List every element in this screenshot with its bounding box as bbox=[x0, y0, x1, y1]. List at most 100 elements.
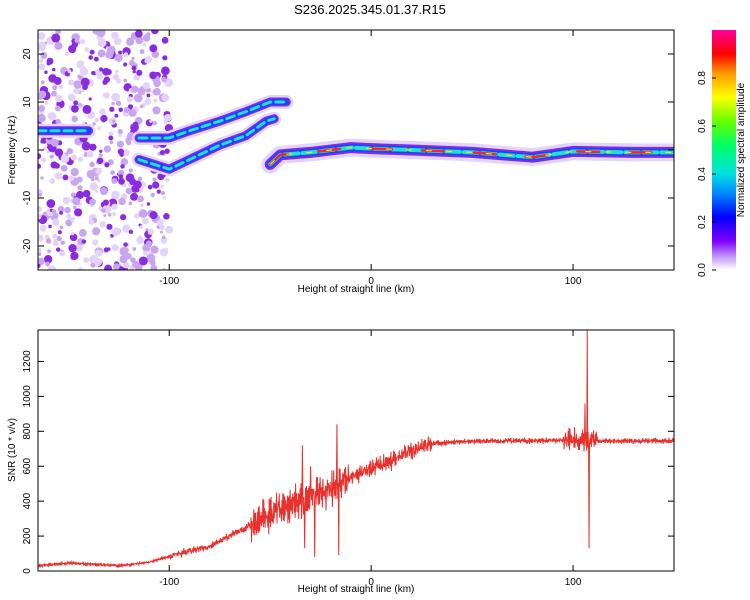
noise-speckle bbox=[93, 257, 103, 267]
noise-speckle bbox=[83, 257, 90, 264]
noise-speckle bbox=[86, 151, 94, 158]
noise-speckle bbox=[138, 235, 142, 239]
noise-speckle bbox=[43, 255, 53, 264]
noise-speckle bbox=[68, 243, 77, 253]
noise-speckle bbox=[131, 85, 139, 93]
noise-speckle bbox=[161, 36, 169, 44]
noise-speckle bbox=[74, 208, 83, 217]
x-tick-label: 100 bbox=[565, 577, 582, 588]
noise-speckle bbox=[90, 177, 95, 182]
noise-speckle bbox=[122, 149, 130, 157]
x-tick-label: -100 bbox=[159, 577, 179, 588]
noise-speckle bbox=[123, 242, 128, 247]
noise-speckle bbox=[57, 205, 65, 213]
noise-speckle bbox=[112, 263, 120, 270]
noise-speckle bbox=[68, 79, 75, 86]
noise-speckle bbox=[78, 267, 83, 270]
noise-speckle bbox=[50, 138, 59, 147]
noise-speckle bbox=[162, 55, 168, 61]
colorbar-tick-label: 0.0 bbox=[697, 263, 708, 277]
noise-speckle bbox=[160, 236, 168, 244]
noise-speckle bbox=[107, 213, 112, 217]
noise-speckle bbox=[132, 70, 136, 74]
colorbar-tick-label: 0.8 bbox=[697, 71, 708, 85]
noise-speckle bbox=[144, 98, 152, 106]
noise-speckle bbox=[118, 178, 125, 185]
noise-speckle bbox=[46, 150, 50, 154]
noise-speckle bbox=[133, 180, 142, 189]
noise-speckle bbox=[38, 247, 42, 253]
noise-speckle bbox=[142, 82, 150, 90]
snr-frame bbox=[37, 329, 675, 572]
noise-speckle bbox=[50, 161, 58, 169]
noise-speckle bbox=[139, 225, 143, 229]
noise-speckle bbox=[89, 198, 96, 206]
noise-speckle bbox=[59, 210, 63, 215]
colorbar-tick-label: 0.6 bbox=[697, 119, 708, 133]
noise-speckle bbox=[89, 161, 95, 168]
noise-speckle bbox=[128, 201, 133, 206]
noise-speckle bbox=[156, 189, 161, 194]
noise-speckle bbox=[55, 94, 63, 103]
noise-speckle bbox=[49, 154, 54, 159]
colorbar-tick-label: 0.4 bbox=[697, 167, 708, 181]
noise-speckle bbox=[94, 189, 99, 193]
noise-speckle bbox=[147, 228, 154, 235]
noise-speckle bbox=[54, 172, 62, 180]
spectrogram-ylabel: Frequency (Hz) bbox=[7, 116, 18, 185]
x-tick-label: 0 bbox=[368, 276, 374, 287]
noise-speckle bbox=[84, 47, 90, 52]
y-tick-label: 400 bbox=[22, 492, 33, 509]
noise-speckle bbox=[107, 247, 111, 251]
noise-speckle bbox=[97, 38, 107, 48]
noise-speckle bbox=[128, 168, 133, 173]
noise-speckle bbox=[38, 58, 44, 63]
noise-speckle bbox=[72, 205, 77, 210]
noise-speckle bbox=[76, 176, 83, 183]
noise-speckle bbox=[49, 178, 56, 184]
noise-speckle bbox=[162, 196, 166, 200]
noise-speckle bbox=[96, 68, 100, 73]
noise-speckle bbox=[159, 150, 166, 156]
noise-speckle bbox=[99, 187, 108, 196]
noise-speckle bbox=[152, 121, 157, 126]
noise-speckle bbox=[123, 78, 128, 83]
noise-speckle bbox=[162, 77, 167, 82]
noise-speckle bbox=[95, 167, 103, 175]
noise-speckle bbox=[96, 157, 104, 164]
noise-speckle bbox=[103, 145, 111, 153]
noise-speckle bbox=[137, 195, 144, 203]
noise-speckle bbox=[38, 90, 47, 99]
noise-speckle bbox=[141, 217, 149, 225]
y-tick-label: 0 bbox=[22, 568, 33, 574]
y-tick-label: 0 bbox=[22, 147, 33, 153]
noise-speckle bbox=[91, 71, 96, 76]
noise-speckle bbox=[160, 66, 170, 76]
noise-speckle bbox=[88, 55, 94, 60]
noise-speckle bbox=[81, 239, 87, 244]
y-tick-label: 20 bbox=[22, 48, 33, 60]
noise-speckle bbox=[160, 191, 166, 196]
noise-speckle bbox=[153, 98, 158, 103]
noise-speckle bbox=[125, 187, 133, 195]
snr-series-line bbox=[38, 330, 674, 569]
noise-speckle bbox=[144, 58, 149, 64]
noise-speckle bbox=[40, 51, 48, 59]
noise-speckle bbox=[105, 68, 112, 76]
noise-speckle bbox=[38, 257, 45, 266]
noise-speckle bbox=[70, 154, 77, 161]
noise-speckle bbox=[146, 202, 151, 206]
noise-speckle bbox=[128, 109, 137, 117]
noise-speckle bbox=[38, 153, 42, 160]
ridge-highlight-main-carrier bbox=[269, 146, 674, 165]
noise-speckle bbox=[136, 69, 143, 76]
noise-speckle bbox=[102, 199, 110, 206]
noise-speckle bbox=[123, 52, 129, 57]
noise-speckle bbox=[147, 184, 153, 190]
x-tick-label: -100 bbox=[159, 276, 179, 287]
noise-speckle bbox=[52, 85, 58, 91]
noise-speckle bbox=[60, 154, 70, 164]
noise-speckle bbox=[43, 87, 49, 92]
noise-speckle bbox=[125, 253, 132, 260]
